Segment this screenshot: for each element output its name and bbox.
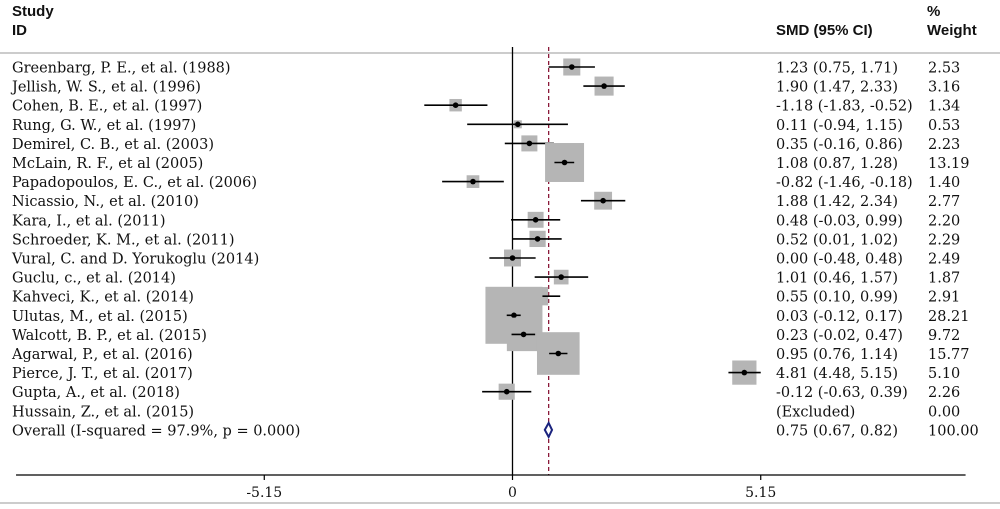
weight-text: 5.10 [928, 366, 960, 382]
point-estimate [511, 313, 517, 319]
smd-ci-text: 0.55 (0.10, 0.99) [776, 290, 898, 306]
study-label: Papadopoulos, E. C., et al. (2006) [12, 175, 257, 191]
weight-text: 1.40 [928, 175, 960, 191]
study-label: Hussain, Z., et al. (2015) [12, 404, 194, 420]
smd-ci-text: 0.00 (-0.48, 0.48) [776, 252, 903, 268]
weight-text: 2.26 [928, 385, 960, 401]
point-estimate [515, 122, 521, 128]
smd-ci-text: (Excluded) [776, 404, 855, 420]
point-estimate [470, 179, 476, 185]
point-estimate [504, 389, 510, 395]
smd-ci-text: 1.88 (1.42, 2.34) [776, 194, 898, 210]
study-label: Nicassio, N., et al. (2010) [12, 194, 199, 210]
study-label: Vural, C. and D. Yorukoglu (2014) [11, 252, 259, 268]
point-estimate [533, 217, 539, 223]
smd-ci-text: 0.52 (0.01, 1.02) [776, 232, 898, 248]
weight-text: 0.00 [928, 404, 960, 420]
study-label: Walcott, B. P., et al. (2015) [12, 328, 207, 344]
point-estimate [569, 64, 575, 70]
study-label: Demirel, C. B., et al. (2003) [12, 137, 214, 153]
forest-plot: Greenbarg, P. E., et al. (1988) 1.23 (0.7… [0, 0, 1000, 509]
study-label: Agarwal, P., et al. (2016) [11, 347, 193, 363]
study-label: Rung, G. W., et al. (1997) [12, 118, 196, 134]
point-estimate [555, 351, 561, 357]
smd-ci-text: -0.12 (-0.63, 0.39) [776, 385, 908, 401]
smd-ci-text: 1.08 (0.87, 1.28) [776, 156, 898, 172]
smd-ci-text: 0.48 (-0.03, 0.99) [776, 213, 903, 229]
point-estimate [600, 198, 606, 204]
study-label: Pierce, J. T., et al. (2017) [12, 366, 193, 382]
x-tick-label: 5.15 [745, 485, 776, 501]
weight-text: 2.53 [928, 61, 960, 77]
point-estimate [527, 141, 533, 147]
weight-text: 15.77 [928, 347, 970, 363]
weight-text: 2.29 [928, 232, 960, 248]
overall-label: Overall (I-squared = 97.9%, p = 0.000) [12, 423, 300, 439]
weight-text: 2.91 [928, 290, 960, 306]
point-estimate [510, 255, 516, 261]
weight-text: 3.16 [928, 80, 960, 96]
study-label: Schroeder, K. M., et al. (2011) [12, 232, 235, 248]
smd-ci-text: 0.35 (-0.16, 0.86) [776, 137, 903, 153]
weight-text: 2.20 [928, 213, 960, 229]
study-label: Kahveci, K., et al. (2014) [12, 290, 194, 306]
weight-text: 1.34 [928, 99, 960, 115]
weight-text: 0.53 [928, 118, 960, 134]
point-estimate [601, 83, 607, 89]
overall-weight-text: 100.00 [928, 423, 979, 439]
study-label: Kara, I., et al. (2011) [12, 213, 166, 229]
weight-text: 2.23 [928, 137, 960, 153]
x-tick-label: -5.15 [246, 485, 282, 501]
point-estimate [558, 274, 564, 280]
weight-text: 2.77 [928, 194, 960, 210]
study-label: Cohen, B. E., et al. (1997) [12, 99, 202, 115]
study-label: McLain, R. F., et al (2005) [12, 156, 203, 172]
smd-ci-text: 0.95 (0.76, 1.14) [776, 347, 898, 363]
study-label: Greenbarg, P. E., et al. (1988) [12, 61, 231, 77]
text-columns: Greenbarg, P. E., et al. (1988) 1.23 (0.7… [10, 61, 979, 440]
smd-ci-text: 1.23 (0.75, 1.71) [776, 61, 898, 77]
point-estimate [742, 370, 748, 376]
study-label: Gupta, A., et al. (2018) [12, 385, 180, 401]
point-estimate [535, 236, 541, 242]
point-estimate [521, 332, 527, 338]
weight-text: 2.49 [928, 252, 960, 268]
overall-ci-text: 0.75 (0.67, 0.82) [776, 423, 898, 439]
smd-ci-text: 4.81 (4.48, 5.15) [776, 366, 898, 382]
smd-ci-text: 0.03 (-0.12, 0.17) [776, 309, 903, 325]
x-axis: -5.15 0 5.15 [16, 475, 966, 501]
weight-text: 9.72 [928, 328, 960, 344]
weight-text: 1.87 [928, 271, 960, 287]
x-tick-label: 0 [508, 485, 517, 501]
overall-diamond [545, 423, 552, 437]
smd-ci-text: 0.11 (-0.94, 1.15) [776, 118, 903, 134]
smd-ci-text: 1.90 (1.47, 2.33) [776, 80, 898, 96]
point-estimate [453, 102, 459, 108]
study-label: Ulutas, M., et al. (2015) [12, 309, 188, 325]
study-label: Guclu, c., et al. (2014) [12, 271, 176, 287]
weight-text: 28.21 [928, 309, 970, 325]
study-marks [424, 58, 760, 436]
smd-ci-text: -1.18 (-1.83, -0.52) [776, 99, 913, 115]
point-estimate [562, 160, 568, 166]
study-label: Jellish, W. S., et al. (1996) [10, 80, 201, 96]
smd-ci-text: -0.82 (-1.46, -0.18) [776, 175, 913, 191]
smd-ci-text: 1.01 (0.46, 1.57) [776, 271, 898, 287]
smd-ci-text: 0.23 (-0.02, 0.47) [776, 328, 903, 344]
weight-text: 13.19 [928, 156, 970, 172]
